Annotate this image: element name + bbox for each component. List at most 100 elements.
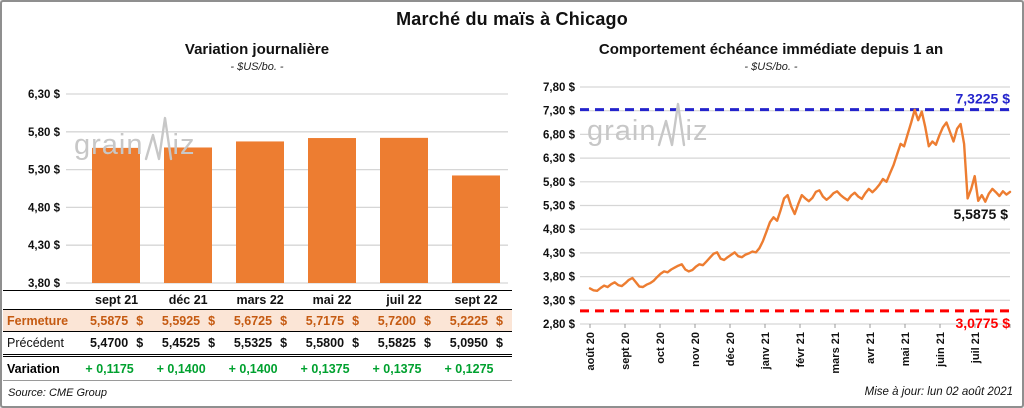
y-tick-label: 6,30 $ (28, 89, 61, 101)
cell-value: + 0,1375 (300, 361, 350, 376)
table-row-variation: Variation + 0,1175 + 0,1400 + 0,1400 + 0,137… (3, 355, 512, 381)
bar-chart-title: Variation journalière (184, 41, 330, 58)
row-label: Fermeture (3, 309, 81, 332)
y-tick-label: 5,80 $ (28, 127, 61, 139)
watermark-text: grain (74, 129, 144, 161)
cell-value: 5,7175 (305, 313, 345, 328)
x-tick-label: mai 21 (900, 332, 912, 366)
currency-symbol: $ (496, 336, 503, 350)
grainwiz-watermark: grain iz (587, 101, 709, 147)
row-label: Précédent (3, 331, 81, 357)
table-cell: 5,4700 $ (81, 331, 153, 357)
cell-value: + 0,1275 (444, 361, 494, 376)
x-tick-label: févr 21 (795, 332, 807, 367)
cell-value: 5,5875 (89, 313, 129, 328)
cell-value: + 0,1400 (156, 361, 206, 376)
table-cell: 5,5925 $ (152, 309, 225, 332)
table-header: sept 21 déc 21 mars 22 mai 22 juil 22 sept 22 (3, 290, 512, 310)
currency-symbol: $ (352, 336, 360, 350)
y-tick-label: 3,80 $ (28, 278, 61, 290)
table-cell: 5,7200 $ (368, 309, 440, 332)
currency-symbol: $ (424, 336, 431, 350)
table-cell: 5,5325 $ (224, 331, 297, 357)
table-cell: 5,7175 $ (296, 309, 369, 332)
y-tick-label: 4,80 $ (543, 224, 576, 236)
y-tick-label: 4,30 $ (543, 248, 576, 260)
table-cell: 5,5800 $ (296, 331, 369, 357)
max-value-label: 7,3225 $ (956, 91, 1011, 107)
cell-value: 5,4700 (89, 336, 129, 350)
table-cell: + 0,1400 (224, 355, 297, 381)
table-cell: + 0,1400 (152, 355, 225, 381)
table-cell: 5,5875 $ (81, 309, 153, 332)
currency-symbol: $ (496, 313, 503, 328)
x-tick-label: mars 21 (830, 332, 842, 374)
cell-value: 5,5325 (233, 336, 273, 350)
y-tick-label: 5,30 $ (543, 201, 576, 213)
y-tick-label: 7,30 $ (543, 106, 576, 118)
cell-value: + 0,1175 (85, 361, 134, 376)
x-tick-label: nov 20 (690, 332, 702, 367)
bar-chart-subtitle: - $US/bo. - (230, 61, 284, 73)
cell-value: 5,5800 (305, 336, 345, 350)
line-chart-title: Comportement échéance immédiate depuis 1… (598, 41, 944, 58)
table-col-header: sept 22 (439, 290, 512, 310)
currency-symbol: $ (208, 336, 216, 350)
last-price-label: 5,5875 $ (954, 206, 1009, 222)
y-tick-label: 6,80 $ (543, 129, 576, 141)
watermark-text: iz (685, 115, 709, 147)
y-tick-label: 3,30 $ (543, 295, 576, 307)
table-cell: 5,6725 $ (224, 309, 297, 332)
table-col-header: juil 22 (368, 290, 440, 310)
bar-mars22 (236, 141, 284, 283)
watermark-zigzag-icon (657, 102, 685, 147)
table-col-header: sept 21 (81, 290, 153, 310)
cell-value: 5,5825 (377, 336, 416, 350)
grainwiz-watermark: grain iz (74, 115, 195, 161)
table-row-fermeture: Fermeture 5,5875 $5,5925 $5,6725 $5,7175 $5,7… (3, 309, 512, 332)
table-cell: 5,4525 $ (152, 331, 225, 357)
table-cell: 5,0950 $ (439, 331, 512, 357)
cell-value: 5,4525 (161, 336, 201, 350)
table-cell: + 0,1275 (439, 355, 512, 381)
y-tick-label: 5,30 $ (28, 165, 61, 177)
cell-value: 5,0950 (449, 336, 488, 350)
x-tick-label: déc 20 (725, 332, 737, 366)
bar-mai22 (308, 138, 356, 283)
table-col-header: déc 21 (152, 290, 225, 310)
currency-symbol: $ (424, 313, 431, 328)
x-tick-label: août 20 (585, 332, 597, 371)
cell-value: + 0,1375 (372, 361, 422, 376)
bar-sept21 (92, 147, 140, 283)
currency-symbol: $ (136, 313, 144, 328)
bar-juil22 (380, 137, 428, 283)
y-tick-label: 3,80 $ (543, 272, 576, 284)
currency-symbol: $ (352, 313, 360, 328)
cell-value: + 0,1400 (228, 361, 278, 376)
table-cell: + 0,1175 (81, 355, 153, 381)
cell-value: 5,6725 (233, 313, 273, 328)
table-col-header: mars 22 (224, 290, 297, 310)
watermark-text: grain (587, 115, 657, 147)
y-tick-label: 2,80 $ (543, 319, 576, 331)
table-cell: 5,2225 $ (439, 309, 512, 332)
x-tick-label: juil 21 (970, 332, 982, 364)
table-cell: + 0,1375 (296, 355, 369, 381)
x-tick-label: oct 20 (655, 332, 667, 364)
line-chart-subtitle: - $US/bo. - (744, 61, 798, 73)
x-tick-label: sept 20 (620, 332, 632, 370)
cell-value: 5,2225 (449, 313, 488, 328)
x-tick-label: avr 21 (865, 332, 877, 364)
currency-symbol: $ (208, 313, 216, 328)
y-tick-label: 7,80 $ (543, 82, 576, 94)
table-row-precedent: Précédent 5,4700 $5,4525 $5,5325 $5,5800 $5,5… (3, 331, 512, 357)
y-tick-label: 4,80 $ (28, 202, 61, 214)
x-tick-label: janv 21 (760, 332, 772, 370)
table-cell: 5,5825 $ (368, 331, 440, 357)
cell-value: 5,5925 (161, 313, 201, 328)
table-cell: + 0,1375 (368, 355, 440, 381)
futures-price-table: sept 21 déc 21 mars 22 mai 22 juil 22 sept 22… (3, 290, 512, 381)
currency-symbol: $ (280, 336, 288, 350)
y-tick-label: 5,80 $ (543, 177, 576, 189)
